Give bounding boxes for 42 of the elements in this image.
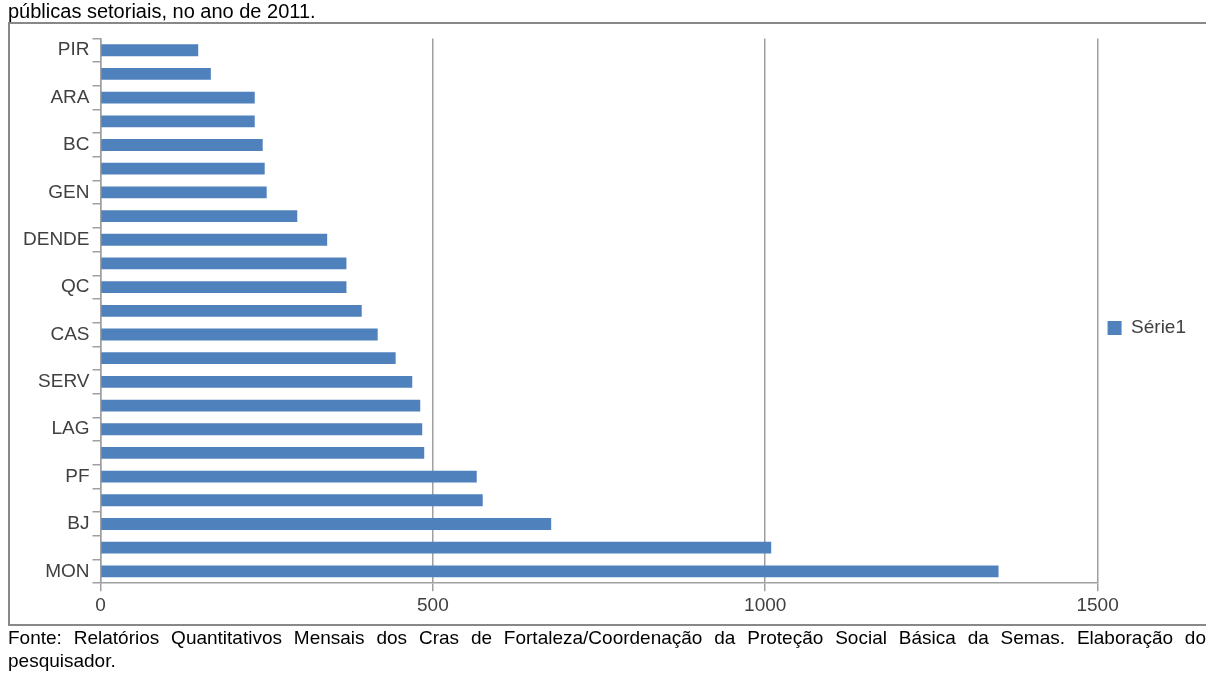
bar	[101, 304, 362, 317]
y-tick-label: PF	[65, 464, 90, 486]
bar	[101, 447, 425, 459]
bar	[101, 518, 552, 530]
y-tick-label: CAS	[50, 322, 90, 344]
y-tick-label: GEN	[48, 180, 90, 202]
source-note: Fonte: Relatórios Quantitativos Mensais dos Cras de Fortaleza/Coordenação da Proteção Social Básica da Semas. Elaboração do pesquisador.	[8, 626, 1206, 672]
bar	[101, 470, 477, 483]
bar	[101, 233, 328, 246]
x-tick-label: 1500	[1076, 593, 1119, 615]
bar	[101, 115, 255, 128]
bar	[101, 91, 255, 104]
y-tick-label: MON	[45, 559, 90, 581]
y-tick-label: ARA	[50, 85, 90, 107]
bar	[101, 44, 199, 57]
bar	[101, 352, 396, 365]
bar	[101, 399, 421, 412]
bar	[101, 328, 378, 341]
chart-title: públicas setoriais, no ano de 2011.	[8, 0, 317, 22]
y-tick-label: BJ	[67, 512, 90, 534]
y-tick-label: QC	[61, 275, 90, 297]
bar	[101, 210, 298, 222]
bar	[101, 375, 413, 388]
bar	[101, 281, 347, 294]
bar	[101, 541, 772, 554]
y-tick-label: BC	[63, 133, 90, 155]
y-tick-label: DENDE	[22, 227, 90, 249]
x-tick-label: 1000	[744, 593, 787, 615]
y-tick-label: PIR	[57, 38, 90, 60]
legend-label: Série1	[1131, 316, 1186, 338]
bar	[101, 494, 483, 507]
x-tick-label: 0	[95, 593, 106, 615]
bar	[101, 139, 263, 151]
y-tick-label: SERV	[38, 370, 90, 392]
x-tick-label: 500	[417, 593, 449, 615]
bar	[101, 162, 265, 175]
bar	[101, 68, 211, 80]
bar	[101, 257, 347, 270]
bar	[101, 423, 423, 436]
bar	[101, 186, 267, 199]
y-tick-label: LAG	[51, 417, 90, 439]
bar	[101, 565, 999, 578]
